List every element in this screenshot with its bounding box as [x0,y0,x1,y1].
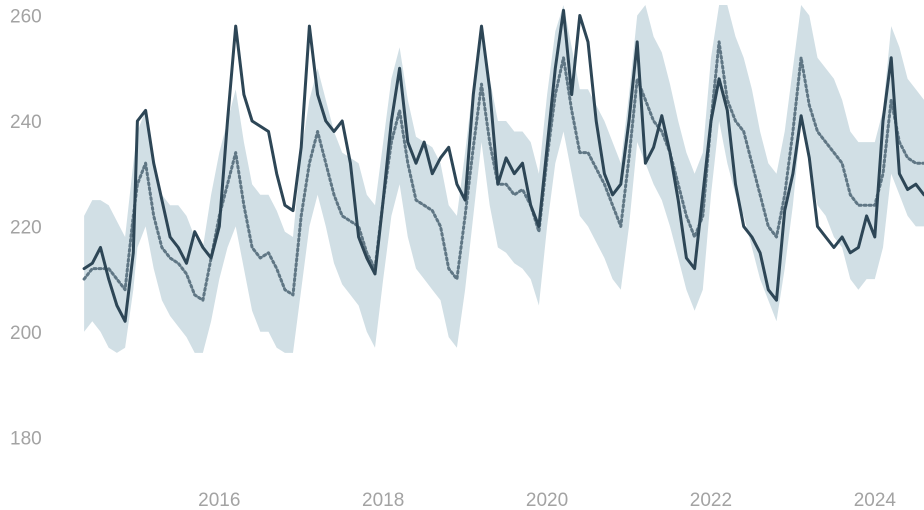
expected-range-band [84,5,924,353]
x-tick-label: 2020 [526,490,568,510]
x-tick-label: 2016 [198,490,240,510]
plot-area [82,5,924,353]
y-tick-label: 180 [10,428,42,449]
y-tick-label: 200 [10,323,42,344]
x-tick-label: 2018 [362,490,404,510]
x-tick-label: 2024 [854,490,897,510]
y-tick-label: 240 [10,112,42,133]
y-tick-label: 260 [10,7,42,28]
x-tick-label: 2022 [690,490,732,510]
y-tick-label: 220 [10,217,42,238]
y-axis: 180 200 220 240 260 [10,7,42,450]
actual-series-line [82,8,924,323]
x-axis: 2016 2018 2020 2022 2024 [198,490,896,510]
